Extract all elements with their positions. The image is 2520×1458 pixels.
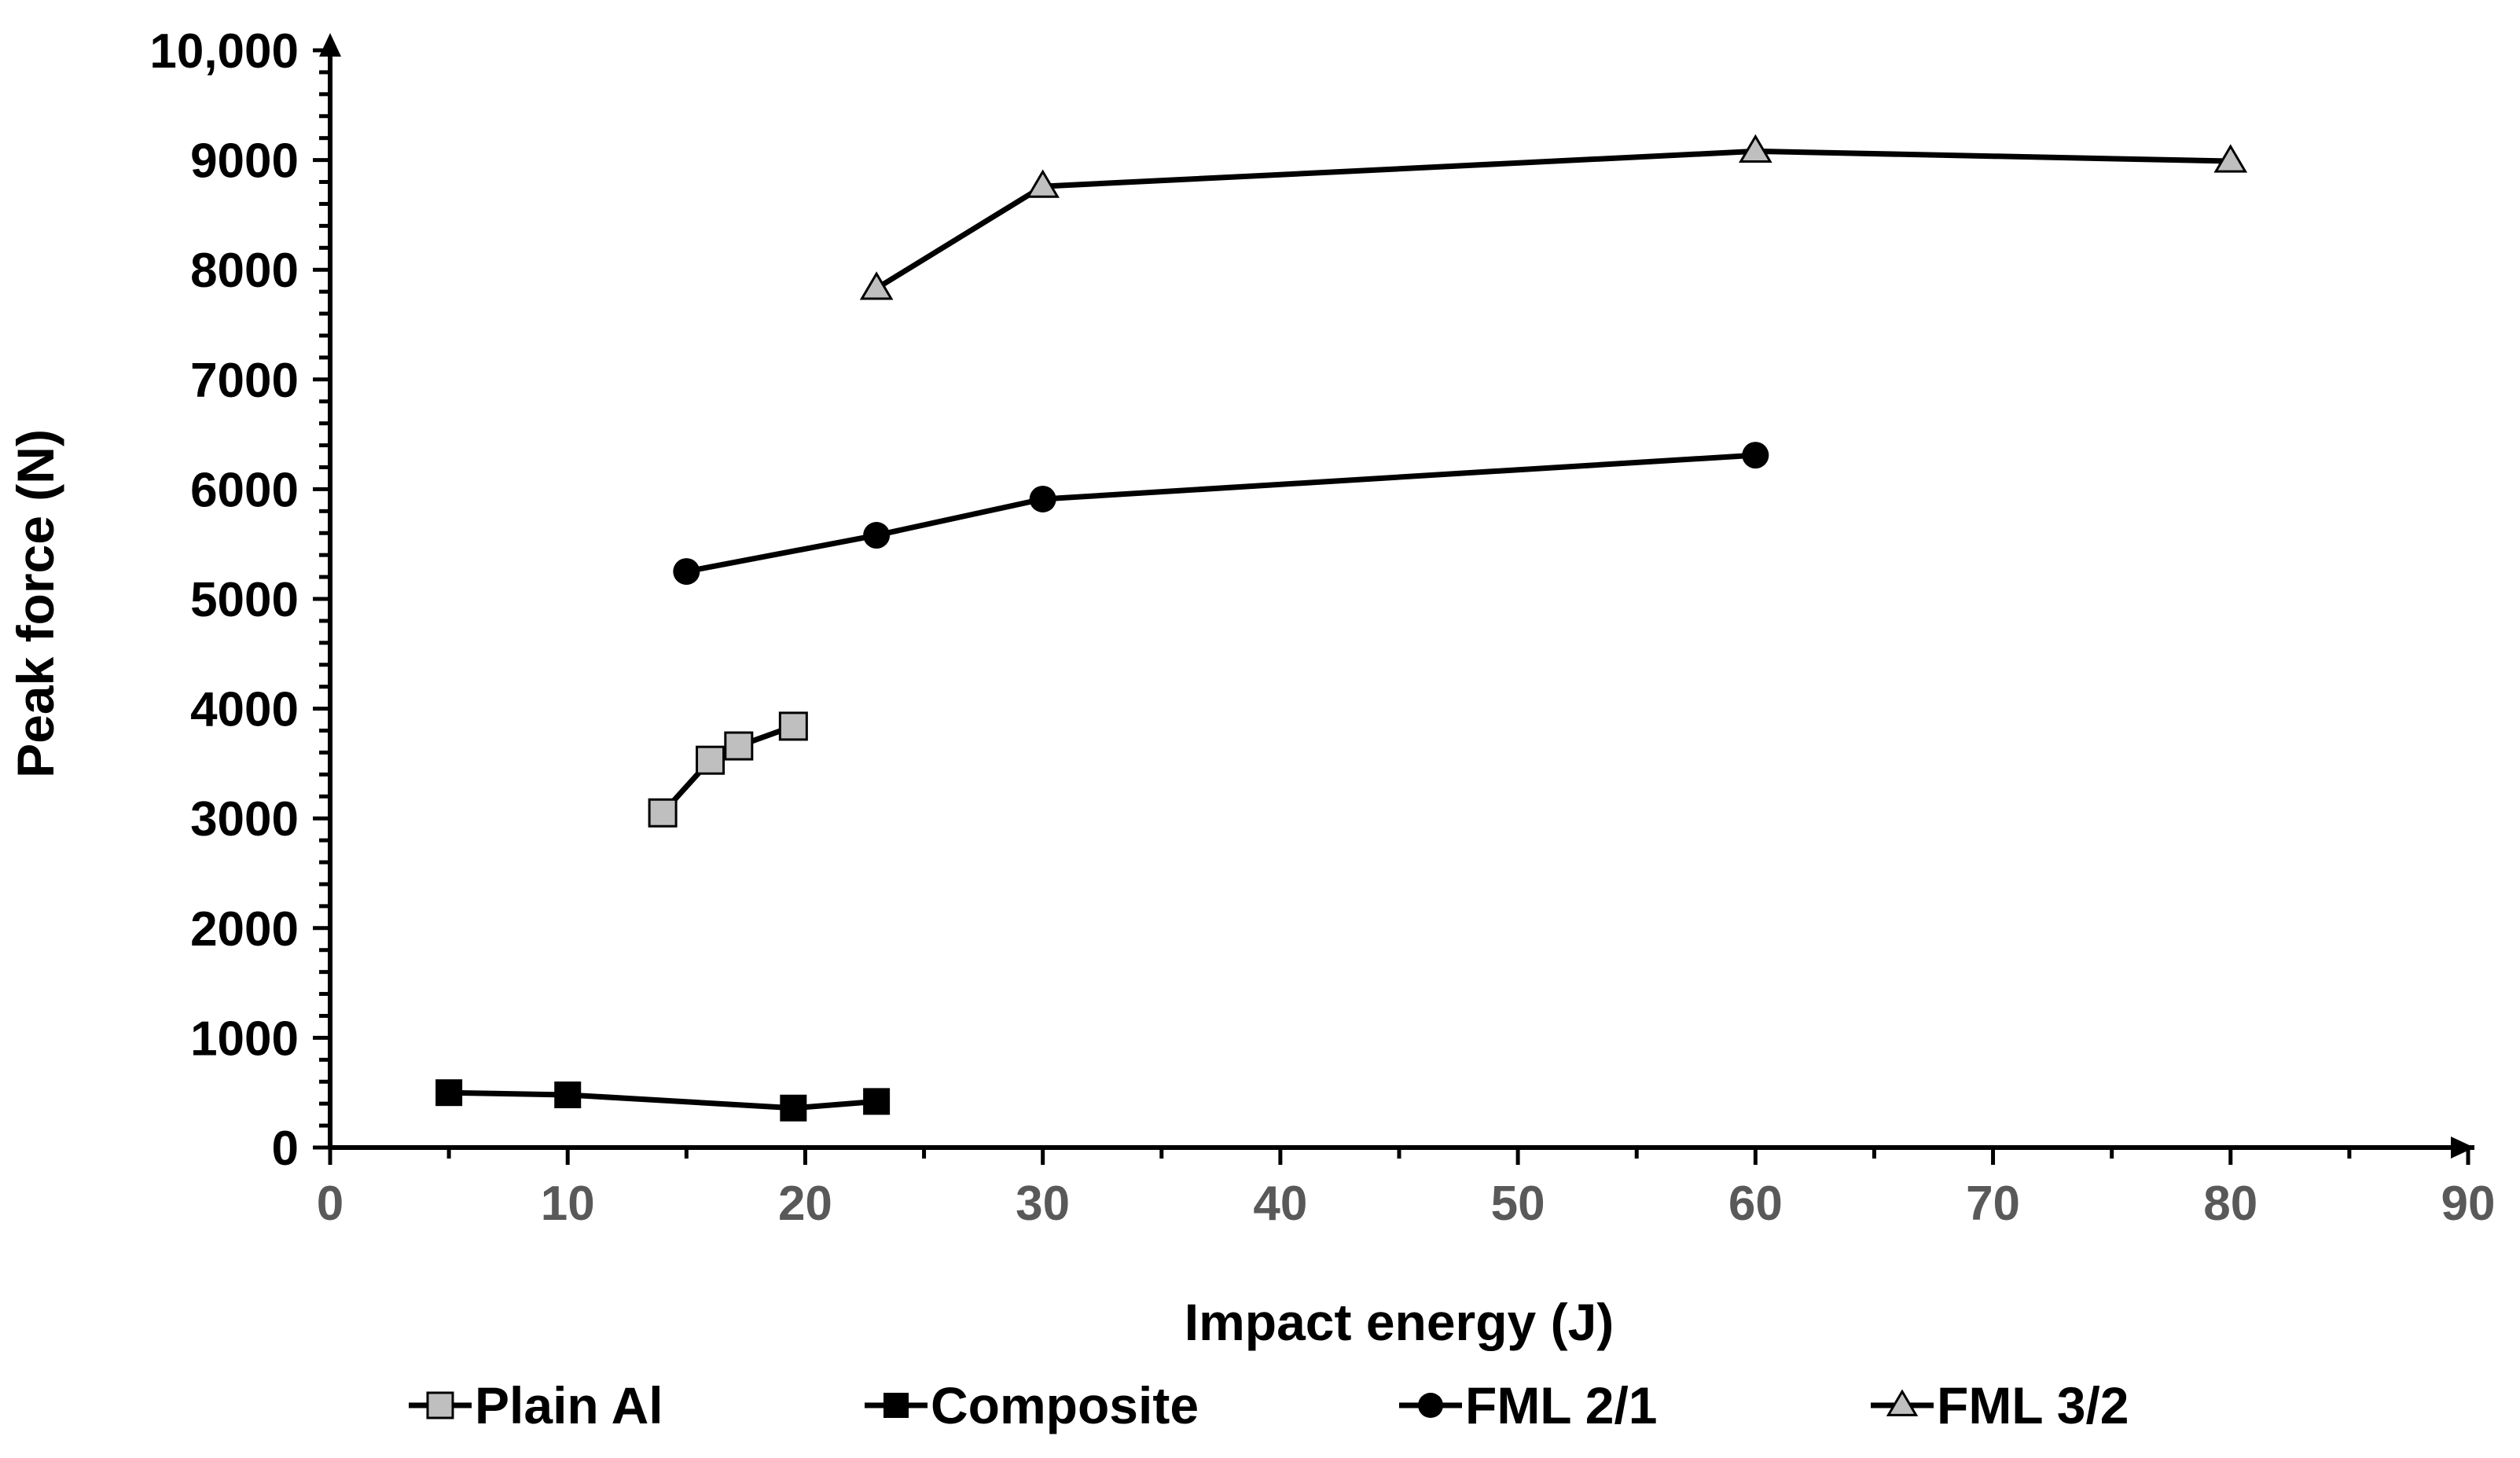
- data-point: [1029, 485, 1056, 512]
- series-plain-al: [648, 711, 808, 828]
- x-axis-ticks: 0 10 20 30 40 50 60 70 80 90: [317, 1148, 2496, 1231]
- data-point: [554, 1081, 582, 1108]
- x-axis-arrow: [2451, 1137, 2474, 1159]
- data-point: [863, 1088, 891, 1115]
- y-tick-label: 2000: [190, 902, 299, 957]
- x-tick-label: 90: [2441, 1177, 2496, 1231]
- y-tick-label: 3000: [190, 792, 299, 847]
- series-line: [449, 1089, 877, 1111]
- y-tick-label: 0: [272, 1122, 299, 1176]
- y-tick-label: 4000: [190, 683, 299, 737]
- data-point: [673, 558, 700, 586]
- data-point: [724, 731, 754, 761]
- data-point: [1739, 134, 1772, 163]
- x-tick-label: 30: [1016, 1177, 1070, 1231]
- series-layer: [435, 134, 2248, 1122]
- y-tick-label: 5000: [190, 573, 299, 627]
- x-tick-label: 0: [317, 1177, 343, 1231]
- data-point: [1026, 169, 1060, 198]
- legend-label: Plain Al: [475, 1376, 663, 1434]
- legend-item: FML 2/1: [1399, 1376, 1658, 1434]
- legend-marker: [883, 1393, 909, 1418]
- axes: [319, 33, 2474, 1159]
- x-tick-label: 50: [1491, 1177, 1545, 1231]
- legend-label: FML 3/2: [1937, 1376, 2129, 1434]
- legend-marker: [1886, 1389, 1919, 1416]
- y-axis-title: Peak force (N): [6, 429, 64, 778]
- y-axis-ticks: 0 1000 2000 3000 4000 5000 6000 7000 8000 9000 10,…: [149, 24, 330, 1176]
- series-fml-3-2: [859, 134, 2248, 300]
- data-point: [1742, 442, 1769, 469]
- legend-item: FML 3/2: [1871, 1376, 2129, 1434]
- x-tick-label: 60: [1728, 1177, 1783, 1231]
- x-tick-label: 40: [1253, 1177, 1307, 1231]
- legend-item: Plain Al: [409, 1376, 663, 1434]
- x-tick-label: 70: [1966, 1177, 2020, 1231]
- data-point: [859, 271, 894, 300]
- series-composite: [435, 1079, 891, 1122]
- legend-item: Composite: [865, 1376, 1199, 1434]
- y-tick-label: 6000: [190, 463, 299, 517]
- y-tick-label: 9000: [190, 134, 299, 189]
- x-tick-label: 10: [541, 1177, 595, 1231]
- y-axis-arrow: [319, 33, 341, 57]
- data-point: [435, 1079, 463, 1107]
- y-tick-label: 7000: [190, 354, 299, 408]
- series-line: [875, 148, 2231, 291]
- series-fml-2-1: [673, 442, 1769, 586]
- legend: Plain Al Composite FML 2/1 FML 3/2: [409, 1376, 2129, 1434]
- legend-label: Composite: [931, 1376, 1199, 1434]
- data-point: [780, 1094, 807, 1122]
- data-point: [2213, 144, 2248, 173]
- data-point: [863, 522, 891, 549]
- y-tick-label: 8000: [190, 244, 299, 298]
- series-line: [685, 452, 1756, 575]
- data-point: [648, 798, 678, 828]
- x-axis-title: Impact energy (J): [1185, 1293, 1614, 1351]
- y-tick-label: 1000: [190, 1012, 299, 1066]
- x-tick-label: 20: [778, 1177, 832, 1231]
- y-tick-label: 10,000: [149, 24, 299, 79]
- data-point: [778, 711, 808, 741]
- data-point: [696, 745, 726, 775]
- legend-marker: [426, 1391, 454, 1419]
- legend-label: FML 2/1: [1465, 1376, 1658, 1434]
- x-tick-label: 80: [2203, 1177, 2257, 1231]
- legend-marker: [1418, 1393, 1443, 1418]
